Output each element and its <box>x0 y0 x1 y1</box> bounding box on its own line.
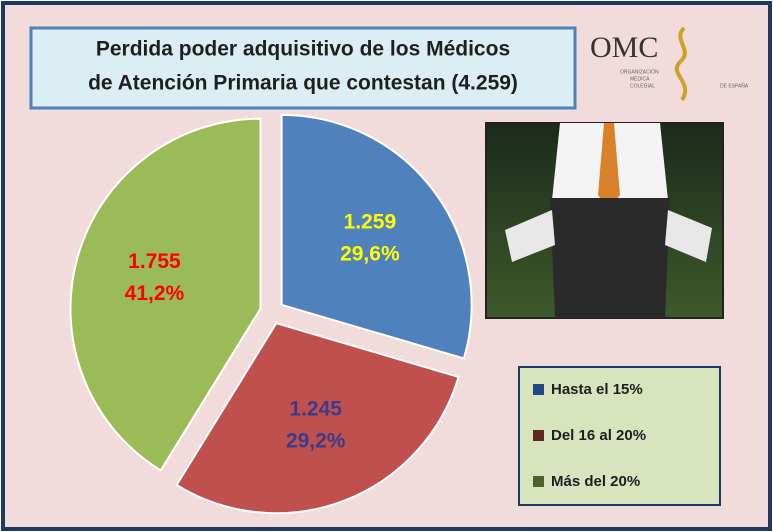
logo-line: COLEGIAL <box>630 83 655 89</box>
pie-slice <box>175 322 460 515</box>
legend-swatch <box>533 476 544 487</box>
logo-name: OMC <box>590 31 658 64</box>
legend-box <box>518 366 721 506</box>
title-box <box>29 26 577 110</box>
chart-title: de Atención Primaria que contestan (4.25… <box>88 72 518 95</box>
percent-label: 29,6% <box>340 242 400 265</box>
percent-label: 29,2% <box>286 430 346 453</box>
logo: OMC ORGANIZACIÓN MÉDICA COLEGIAL DE ESPA… <box>590 26 749 102</box>
pie-slice <box>280 113 473 360</box>
pie-slice <box>69 117 262 472</box>
chart-title: Perdida poder adquisitivo de los Médicos <box>96 38 510 61</box>
photo <box>485 122 724 319</box>
value-label: 1.755 <box>128 250 181 273</box>
logo-icon <box>674 26 688 102</box>
legend-label: Del 16 al 20% <box>551 427 646 444</box>
tie <box>598 123 620 210</box>
logo-line: MÉDICA <box>630 75 650 82</box>
trousers <box>550 198 670 318</box>
value-label: 1.259 <box>344 210 397 233</box>
logo-line: DE ESPAÑA <box>720 82 749 89</box>
legend-label: Más del 20% <box>551 473 640 490</box>
value-label: 1.245 <box>289 398 342 421</box>
logo-line: ORGANIZACIÓN <box>620 68 659 75</box>
percent-label: 41,2% <box>125 282 185 305</box>
pocket <box>505 210 555 262</box>
legend-label: Hasta el 15% <box>551 381 643 398</box>
pocket <box>665 210 712 262</box>
legend-swatch <box>533 430 544 441</box>
legend-swatch <box>533 384 544 395</box>
